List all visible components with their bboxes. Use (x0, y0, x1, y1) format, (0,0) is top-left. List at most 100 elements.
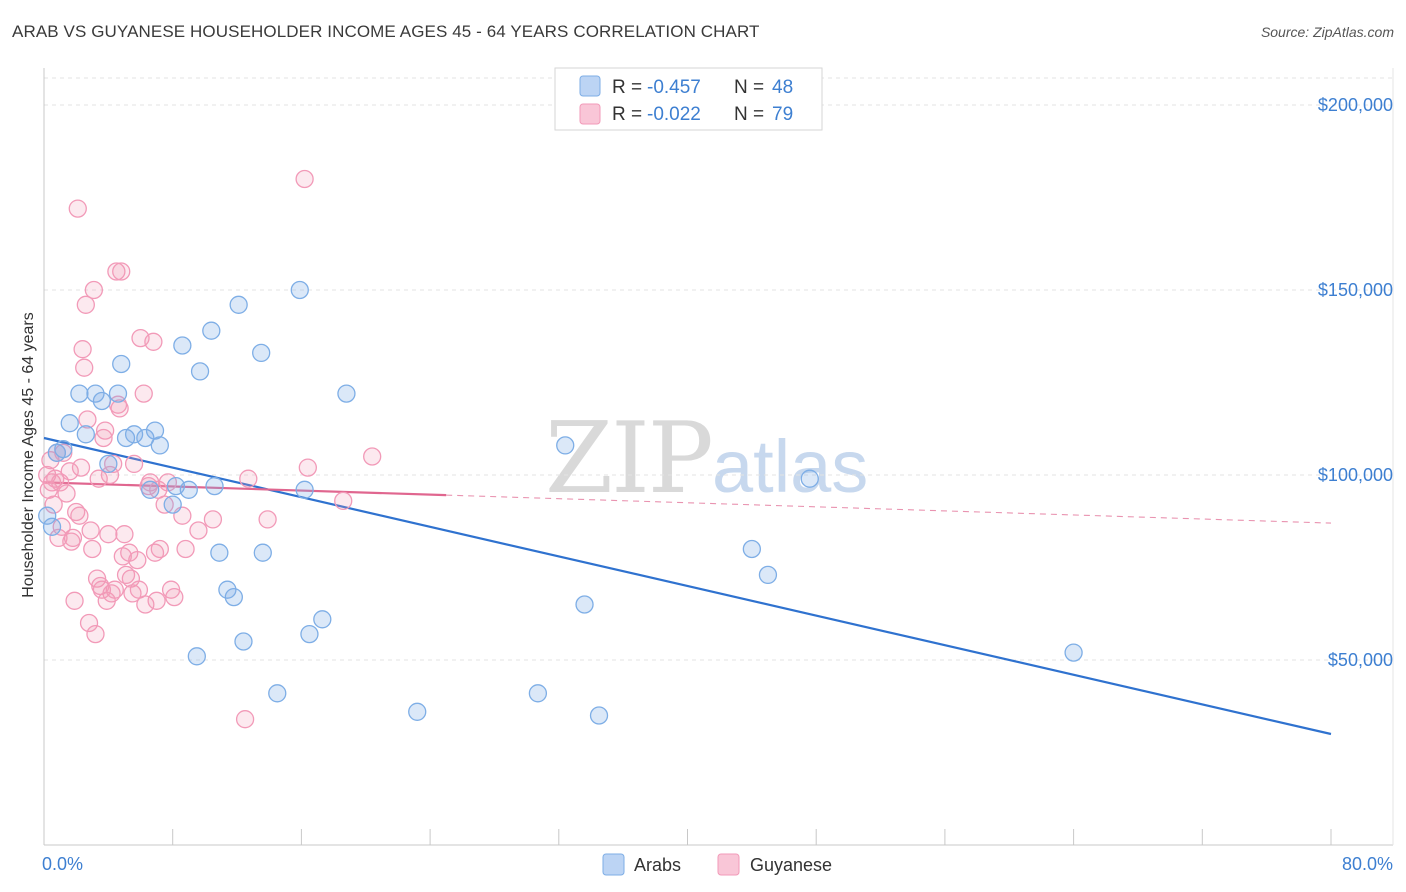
point-arabs (187, 647, 206, 666)
point-arabs (252, 343, 271, 363)
point-guyanese (165, 587, 184, 607)
bottom-legend-swatch-guyanese (717, 853, 740, 876)
point-guyanese (189, 521, 208, 540)
data-points (38, 169, 1083, 729)
point-guyanese (107, 262, 126, 281)
gridlines (44, 77, 1393, 661)
point-guyanese (94, 428, 113, 448)
point-guyanese (63, 528, 83, 548)
point-guyanese (86, 624, 105, 644)
trend-lines (43, 436, 1332, 736)
series-legend: Arabs Guyanese (602, 853, 832, 876)
point-arabs (108, 384, 128, 403)
point-guyanese (52, 517, 71, 536)
point-arabs (136, 428, 155, 448)
point-arabs (38, 506, 57, 525)
point-guyanese (92, 580, 112, 599)
point-guyanese (295, 169, 314, 189)
point-guyanese (65, 591, 84, 610)
point-arabs (141, 480, 160, 499)
point-arabs (408, 702, 427, 721)
point-guyanese (68, 199, 87, 218)
point-arabs (290, 280, 309, 300)
point-guyanese (89, 469, 108, 488)
point-arabs (124, 425, 144, 444)
chart-source: Source: ZipAtlas.com (1260, 24, 1394, 40)
point-guyanese (76, 295, 95, 314)
point-arabs (179, 480, 198, 499)
point-guyanese (334, 491, 353, 511)
bottom-legend-label-guyanese: Guyanese (750, 855, 832, 875)
point-arabs (224, 587, 243, 607)
point-guyanese (298, 458, 317, 477)
point-guyanese (115, 525, 134, 544)
y-tick-label: $50,000 (1328, 650, 1393, 670)
trend-line-guyanese (43, 481, 447, 497)
point-guyanese (75, 358, 94, 377)
chart-title: ARAB VS GUYANESE HOUSEHOLDER INCOME AGES… (12, 22, 760, 41)
point-arabs (229, 295, 248, 314)
point-guyanese (128, 550, 147, 570)
point-arabs (76, 425, 95, 444)
point-arabs (202, 321, 221, 340)
legend-swatch-guyanese (579, 103, 601, 125)
trend-line-guyanese-dashed (446, 494, 1332, 524)
point-guyanese (60, 462, 79, 481)
correlation-legend: R = -0.457 N = 48 R = -0.022 N = 79 (554, 67, 823, 131)
legend-r-value-guyanese: -0.022 (647, 104, 701, 125)
point-guyanese (147, 591, 166, 610)
point-arabs (190, 362, 210, 381)
point-guyanese (70, 506, 89, 525)
point-guyanese (110, 399, 129, 418)
point-arabs (800, 469, 819, 488)
point-guyanese (150, 539, 169, 559)
y-axis-label: Householder Income Ages 45 - 64 years (20, 312, 37, 598)
y-tick-label: $200,000 (1318, 95, 1393, 115)
point-guyanese (176, 539, 195, 559)
point-guyanese (84, 280, 104, 300)
point-arabs (112, 354, 131, 374)
point-arabs (589, 706, 609, 725)
point-arabs (575, 595, 594, 614)
bottom-legend-label-arabs: Arabs (634, 855, 681, 875)
point-arabs (150, 436, 169, 455)
point-guyanese (258, 510, 277, 529)
point-guyanese (79, 613, 99, 633)
point-arabs (218, 580, 237, 599)
point-arabs (337, 384, 356, 403)
point-guyanese (99, 525, 118, 544)
bottom-legend-swatch-arabs (602, 853, 625, 876)
legend-r-label-arabs: R = (612, 77, 642, 98)
point-guyanese (83, 539, 102, 559)
point-arabs (295, 480, 314, 499)
watermark-atlas: atlas (712, 425, 868, 508)
legend-swatch-arabs (579, 75, 601, 97)
point-guyanese (235, 710, 255, 729)
point-arabs (70, 384, 89, 403)
point-guyanese (57, 484, 76, 503)
point-arabs (60, 414, 79, 433)
point-guyanese (112, 262, 131, 281)
legend-n-label-guyanese: N = (734, 104, 764, 125)
point-arabs (1064, 643, 1083, 662)
point-guyanese (95, 421, 115, 440)
point-arabs (300, 624, 319, 644)
trend-line-arabs (43, 436, 1332, 736)
y-tick-label: $150,000 (1318, 280, 1393, 300)
point-guyanese (144, 332, 163, 351)
point-arabs (92, 391, 112, 411)
point-arabs (253, 543, 272, 562)
watermark-zip: ZIP (545, 402, 712, 516)
legend-r-label-guyanese: R = (612, 104, 642, 125)
point-guyanese (78, 410, 97, 429)
point-guyanese (105, 580, 124, 599)
point-guyanese (363, 447, 382, 466)
point-arabs (205, 476, 224, 496)
point-guyanese (134, 384, 153, 403)
y-tick-labels: $50,000 $100,000 $150,000 $200,000 (1318, 95, 1393, 670)
point-arabs (758, 565, 778, 585)
point-arabs (99, 454, 118, 474)
point-guyanese (71, 458, 91, 477)
point-guyanese (104, 454, 123, 474)
